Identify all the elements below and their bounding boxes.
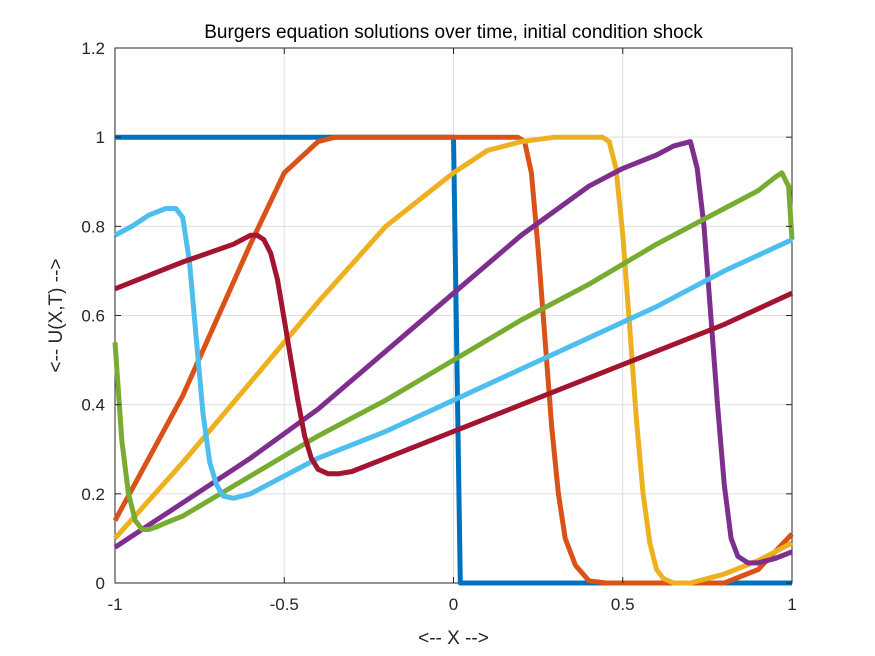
x-axis-label: <-- X --> [418, 628, 489, 649]
tick-labels: -1 -0.5 0 0.5 1 0 0.2 0.4 0.6 0.8 1 1.2 [81, 39, 796, 614]
series-line-4 [113, 139, 793, 566]
x-tick-label: -0.5 [270, 595, 299, 614]
y-tick-label: 0 [96, 574, 105, 593]
series-line-5 [112, 170, 795, 532]
y-tick-label: 1.2 [81, 39, 105, 58]
y-tick-label: 1 [96, 128, 105, 147]
x-tick-label: -1 [107, 595, 122, 614]
x-tick-label: 1 [787, 595, 796, 614]
x-tick-label: 0.5 [611, 595, 635, 614]
series-line-3 [113, 134, 794, 586]
y-tick-label: 0.4 [81, 396, 105, 415]
y-tick-label: 0.8 [81, 217, 105, 236]
series-line-2 [112, 134, 794, 586]
y-axis-label: <-- U(X,T) --> [46, 259, 67, 373]
x-tick-label: 0 [449, 595, 458, 614]
chart-title: Burgers equation solutions over time, in… [204, 22, 703, 43]
series-group [112, 134, 795, 586]
y-tick-label: 0.2 [81, 485, 105, 504]
y-tick-label: 0.6 [81, 307, 105, 326]
series-line-6 [113, 206, 794, 501]
series-line-7 [114, 232, 794, 477]
